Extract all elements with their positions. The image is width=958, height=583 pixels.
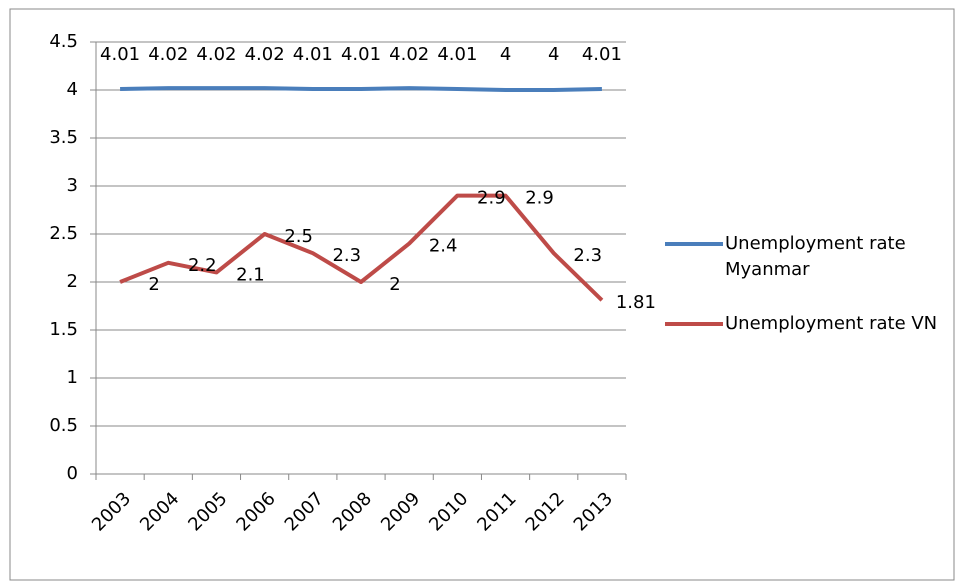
legend-label: Unemployment rate VN [725,313,938,334]
legend-swatch [665,322,723,326]
data-label: 2.5 [284,226,313,247]
chart-border [9,8,955,581]
data-label: 4.01 [341,44,381,65]
y-tick-label: 1.5 [49,319,78,340]
data-label: 4.01 [437,44,477,65]
data-label: 4 [500,44,511,65]
data-label: 4 [548,44,559,65]
y-tick-label: 3 [67,175,78,196]
y-tick-label: 3.5 [49,127,78,148]
series-line [120,86,602,92]
data-label: 1.81 [616,292,656,313]
data-label: 4.01 [100,44,140,65]
data-label: 2.9 [477,188,506,209]
y-tick-label: 0 [67,463,78,484]
data-label: 2 [389,274,400,295]
data-label: 2.3 [332,245,361,266]
y-tick-label: 4.5 [49,31,78,52]
data-label: 2.2 [188,255,217,276]
data-label: 2 [148,274,159,295]
data-label: 4.01 [582,44,622,65]
data-label: 4.02 [148,44,188,65]
y-tick-label: 2 [67,271,78,292]
legend-label: Unemployment rate Myanmar [725,233,906,280]
legend-swatch [665,242,723,246]
data-label: 2.3 [573,245,602,266]
data-label: 4.01 [293,44,333,65]
data-label: 4.02 [389,44,429,65]
data-label: 2.4 [429,236,458,257]
y-tick-label: 4 [67,79,78,100]
y-tick-label: 1 [67,367,78,388]
series-line [119,193,604,302]
data-label: 2.9 [525,188,554,209]
y-tick-label: 2.5 [49,223,78,244]
data-label: 2.1 [236,264,265,285]
data-label: 4.02 [245,44,285,65]
y-tick-label: 0.5 [49,415,78,436]
data-label: 4.02 [196,44,236,65]
